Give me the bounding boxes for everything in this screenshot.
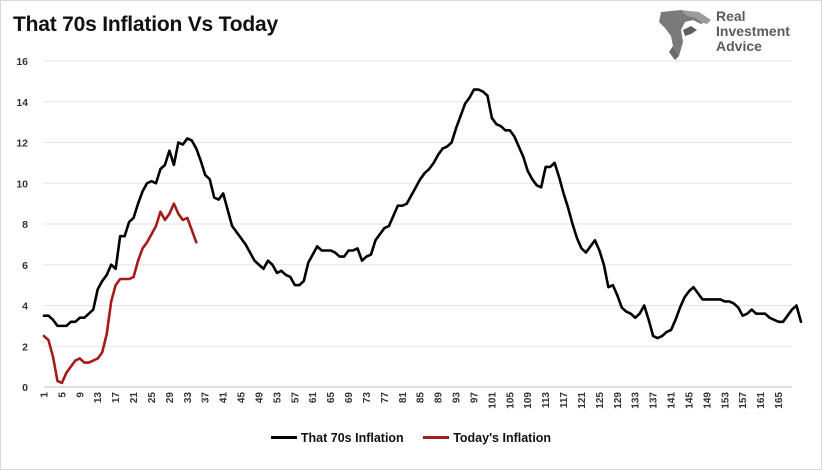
legend-label-today: Today's Inflation [453, 430, 552, 445]
gridlines [44, 60, 792, 347]
x-tick-label: 97 [469, 392, 480, 404]
legend-item-today: Today's Inflation [423, 431, 551, 445]
x-tick-label: 161 [756, 392, 767, 409]
x-tick-label: 93 [452, 392, 463, 404]
x-tick-label: 17 [111, 392, 122, 404]
x-tick-label: 77 [380, 392, 391, 404]
legend-item-70s: That 70s Inflation [270, 430, 404, 445]
y-tick-label: 8 [22, 219, 28, 231]
legend: That 70s Inflation Today's Inflation [0, 428, 822, 445]
x-tick-label: 37 [201, 392, 212, 404]
y-tick-label: 6 [22, 260, 28, 272]
logo-text: Real Investment Advice [716, 9, 790, 54]
x-tick-label: 61 [308, 392, 319, 404]
legend-swatch-70s [270, 436, 297, 439]
x-tick-label: 13 [93, 392, 104, 404]
x-tick-label: 81 [398, 392, 409, 404]
page-title: That 70s Inflation Vs Today [13, 13, 278, 36]
x-tick-label: 145 [684, 392, 695, 409]
x-tick-label: 121 [577, 392, 588, 409]
x-tick-label: 165 [774, 392, 785, 409]
x-tick-label: 137 [649, 392, 660, 409]
x-tick-label: 41 [219, 392, 230, 404]
y-tick-label: 4 [22, 301, 28, 313]
x-tick-label: 149 [702, 392, 713, 409]
x-tick-label: 157 [738, 392, 749, 409]
series-lines [42, 88, 803, 385]
x-tick-label: 57 [290, 392, 301, 404]
x-tick-label: 133 [631, 392, 642, 409]
x-tick-label: 29 [165, 392, 176, 404]
logo-line-3: Advice [716, 38, 762, 54]
x-tick-label: 65 [326, 392, 337, 404]
y-tick-label: 14 [16, 97, 28, 109]
x-tick-label: 73 [362, 392, 373, 404]
series-line-todays-inflation [42, 202, 198, 385]
x-tick-label: 125 [595, 392, 606, 409]
x-tick-label: 113 [541, 392, 552, 409]
legend-label-70s: That 70s Inflation [300, 430, 404, 445]
legend-swatch-today [423, 436, 450, 439]
real-investment-advice-logo: Real Investment Advice [655, 8, 815, 60]
logo-line-2: Investment [716, 23, 790, 39]
x-tick-label: 25 [147, 392, 158, 404]
x-tick-label: 53 [272, 392, 283, 404]
y-tick-label: 10 [16, 178, 28, 190]
x-tick-label: 117 [559, 392, 570, 409]
x-tick-label: 69 [344, 392, 355, 404]
y-tick-label: 12 [16, 138, 28, 150]
x-tick-label: 45 [237, 392, 248, 404]
x-tick-label: 49 [254, 392, 265, 404]
y-tick-label: 2 [22, 341, 28, 353]
x-tick-label: 33 [183, 392, 194, 404]
y-tick-label: 0 [22, 382, 28, 394]
x-tick-label: 105 [505, 392, 516, 409]
x-axis-ticks: 1 5 9 13 17 21 25 29 33 37 41 45 49 53 57 61 65 69 73 77 81 8… [40, 392, 786, 409]
eagle-head-icon [659, 10, 711, 60]
logo-line-1: Real [716, 8, 746, 24]
x-tick-label: 9 [75, 392, 86, 398]
x-tick-label: 5 [57, 392, 68, 398]
x-tick-label: 153 [720, 392, 731, 409]
x-tick-label: 129 [613, 392, 624, 409]
x-tick-label: 89 [434, 392, 445, 404]
x-tick-label: 21 [129, 392, 140, 404]
x-tick-label: 141 [667, 392, 678, 409]
x-tick-label: 101 [487, 392, 498, 409]
x-tick-label: 1 [40, 392, 51, 398]
y-axis-ticks: 0 2 4 6 8 10 12 14 16 [16, 56, 28, 394]
x-tick-label: 109 [523, 392, 534, 409]
y-tick-label: 16 [16, 56, 28, 68]
line-chart: 0 2 4 6 8 10 12 14 16 1 5 9 13 17 21 25 29 33 37 41 45 49 53 5… [16, 56, 803, 409]
x-tick-label: 85 [416, 392, 427, 404]
series-line-70s-inflation [42, 88, 803, 340]
